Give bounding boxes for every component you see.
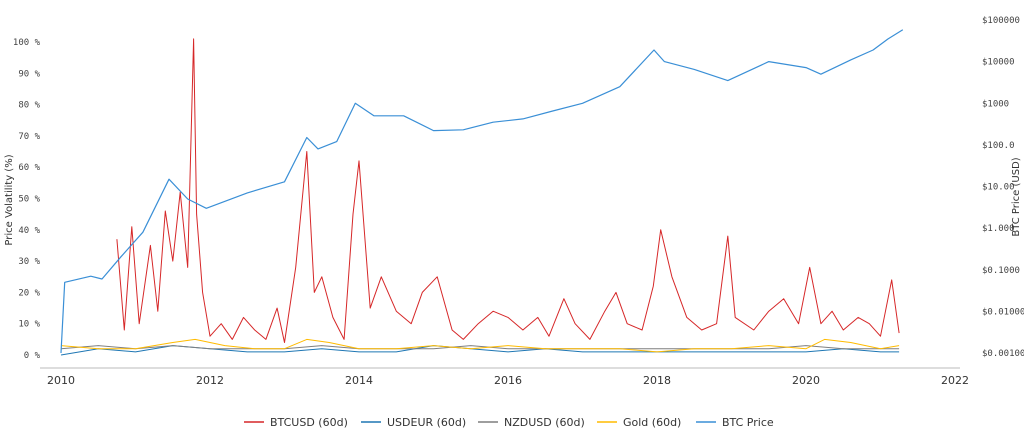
x-axis-ticks: 2010 2012 2014 2016 2018 2020 2022 (47, 374, 969, 387)
y-tick-label: 0 % (24, 351, 41, 361)
y-tick-label: 10 % (18, 320, 40, 330)
x-tick-label: 2018 (643, 374, 671, 387)
x-tick-label: 2010 (47, 374, 75, 387)
legend-label: BTC Price (722, 416, 774, 429)
series-line-gold-60d (60, 338, 900, 353)
x-tick-label: 2016 (494, 374, 522, 387)
y-tick-label: 20 % (18, 288, 40, 298)
legend-label: USDEUR (60d) (387, 416, 466, 429)
x-tick-label: 2022 (941, 374, 969, 387)
y2-tick-label: $100000 (982, 16, 1020, 26)
y2-tick-label: $100.0 (982, 141, 1015, 151)
y-axis-title: Price Volatility (%) (4, 154, 15, 245)
plot-lines (60, 29, 904, 356)
y-tick-label: 40 % (18, 226, 40, 236)
y2-tick-label: $1000 (982, 99, 1009, 109)
y2-tick-label: $0.01000 (982, 307, 1024, 317)
y-tick-label: 30 % (18, 257, 40, 267)
y-tick-label: 50 % (18, 195, 40, 205)
y2-tick-label: $1.000 (982, 224, 1015, 234)
y-tick-label: 100 % (13, 38, 41, 48)
y-tick-label: 80 % (18, 101, 40, 111)
x-tick-label: 2020 (792, 374, 820, 387)
y-tick-label: 70 % (18, 132, 40, 142)
legend-label: Gold (60d) (623, 416, 681, 429)
y-tick-label: 90 % (18, 69, 40, 79)
y2-axis-ticks: $0.00100 $0.01000 $0.1000 $1.000 $10.00 $100.… (982, 16, 1024, 359)
y2-tick-label: $10000 (982, 58, 1015, 68)
y-axis-ticks: 0 % 10 % 20 % 30 % 40 % 50 % 60 % 70 % 80 % 90 % 1… (13, 38, 41, 361)
legend-label: NZDUSD (60d) (504, 416, 585, 429)
y2-axis-title: BTC Price (USD) (1011, 157, 1022, 236)
y-tick-label: 60 % (18, 163, 40, 173)
y2-tick-label: $0.00100 (982, 349, 1024, 359)
series-line-btcusd-60d (116, 38, 900, 343)
legend: BTCUSD (60d) USDEUR (60d) NZDUSD (60d) Gold… (244, 416, 774, 429)
x-tick-label: 2014 (345, 374, 373, 387)
y2-tick-label: $10.00 (982, 183, 1015, 193)
y2-tick-label: $0.1000 (982, 266, 1020, 276)
x-tick-label: 2012 (196, 374, 224, 387)
series-line-btc-price (60, 29, 904, 354)
legend-label: BTCUSD (60d) (270, 416, 348, 429)
